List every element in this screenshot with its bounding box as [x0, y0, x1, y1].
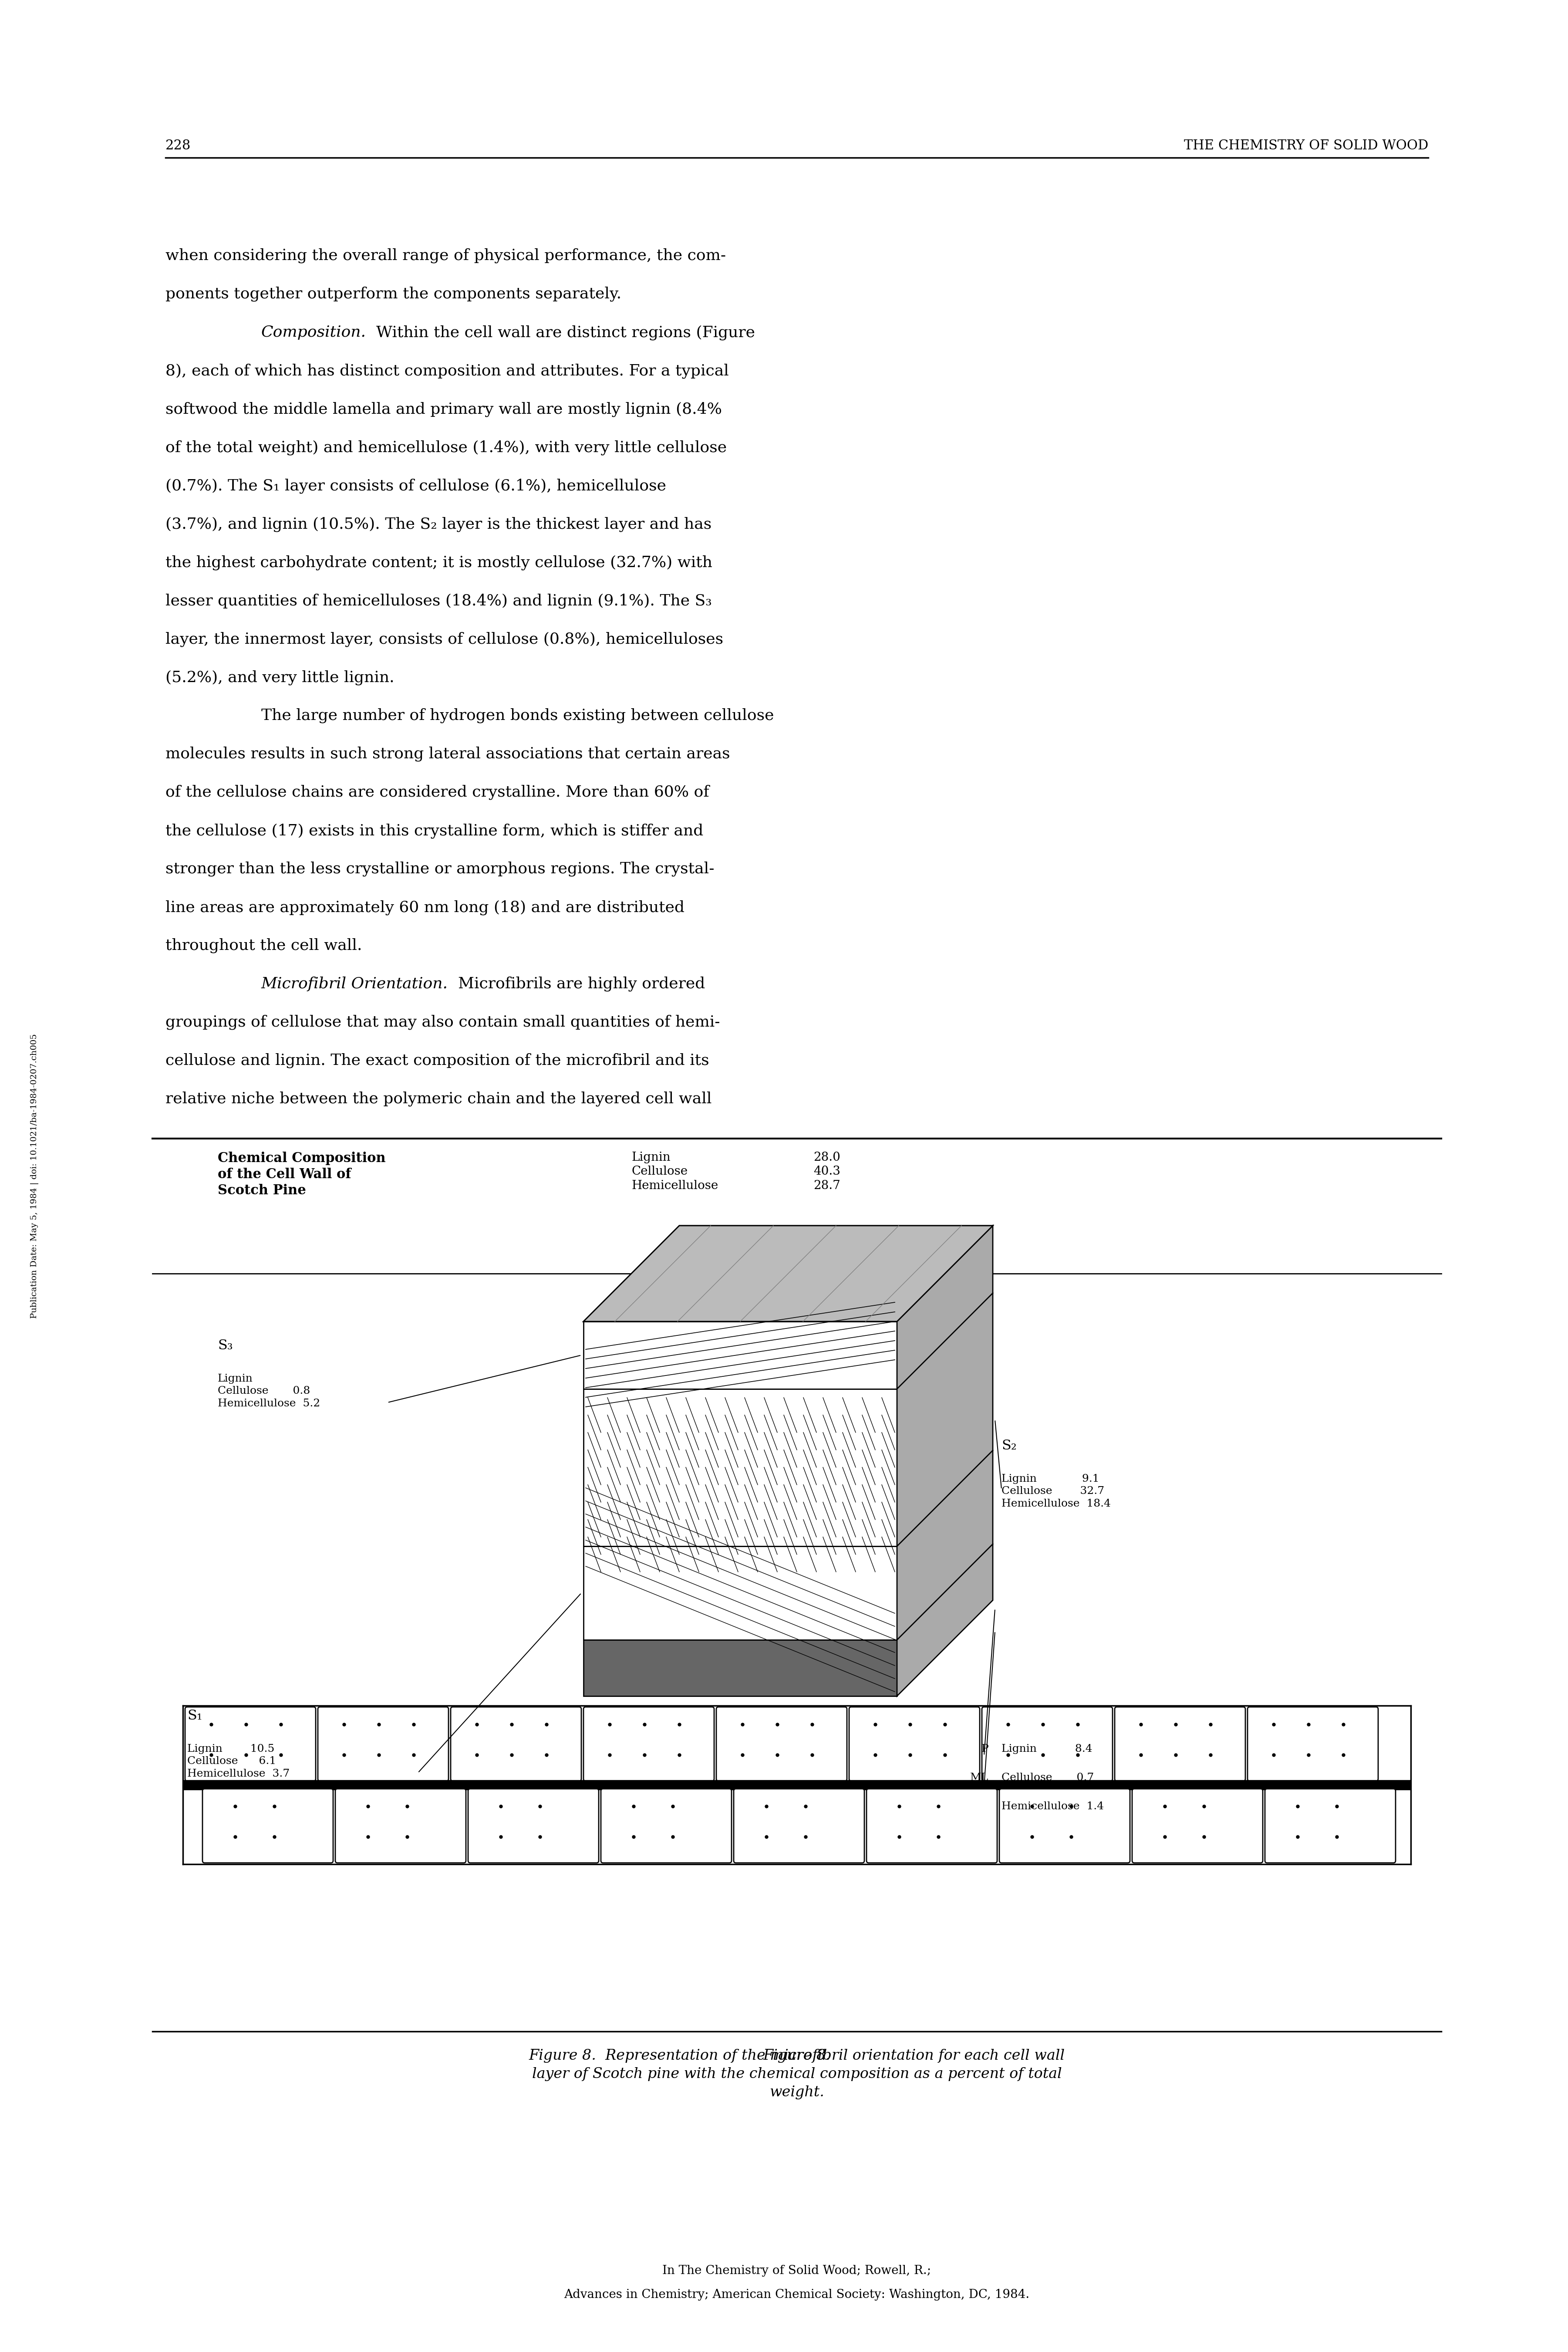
Text: Lignin
Cellulose
Hemicellulose: Lignin Cellulose Hemicellulose [632, 1152, 718, 1192]
Text: Advances in Chemistry; American Chemical Society: Washington, DC, 1984.: Advances in Chemistry; American Chemical… [564, 2288, 1030, 2300]
Polygon shape [897, 1225, 993, 1696]
Text: relative niche between the polymeric chain and the layered cell wall: relative niche between the polymeric cha… [166, 1091, 712, 1105]
Text: Hemicellulose  1.4: Hemicellulose 1.4 [1002, 1802, 1104, 1811]
Text: line areas are approximately 60 nm long (18) and are distributed: line areas are approximately 60 nm long … [166, 901, 685, 915]
FancyBboxPatch shape [982, 1708, 1113, 1780]
FancyBboxPatch shape [1248, 1708, 1378, 1780]
Text: Cellulose       0.7: Cellulose 0.7 [1002, 1773, 1094, 1783]
Text: In The Chemistry of Solid Wood; Rowell, R.;: In The Chemistry of Solid Wood; Rowell, … [663, 2265, 931, 2277]
Text: (5.2%), and very little lignin.: (5.2%), and very little lignin. [166, 670, 394, 684]
Text: P: P [982, 1743, 988, 1755]
Text: stronger than the less crystalline or amorphous regions. The crystal-: stronger than the less crystalline or am… [166, 861, 715, 877]
Text: Lignin
Cellulose       0.8
Hemicellulose  5.2: Lignin Cellulose 0.8 Hemicellulose 5.2 [218, 1374, 320, 1409]
Text: cellulose and lignin. The exact composition of the microfibril and its: cellulose and lignin. The exact composit… [166, 1054, 709, 1068]
FancyBboxPatch shape [850, 1708, 980, 1780]
Text: 8), each of which has distinct composition and attributes. For a typical: 8), each of which has distinct compositi… [166, 362, 729, 379]
Text: ponents together outperform the components separately.: ponents together outperform the componen… [166, 287, 621, 301]
FancyBboxPatch shape [999, 1790, 1131, 1863]
Text: Figure 8.  Representation of the microfibril orientation for each cell wall
laye: Figure 8. Representation of the microfib… [528, 2049, 1065, 2100]
Text: S₂: S₂ [1002, 1439, 1016, 1454]
Text: Figure 8.: Figure 8. [764, 2049, 831, 2063]
Text: 28.0
40.3
28.7: 28.0 40.3 28.7 [814, 1152, 840, 1192]
Text: lesser quantities of hemicelluloses (18.4%) and lignin (9.1%). The S₃: lesser quantities of hemicelluloses (18.… [166, 593, 712, 609]
Text: ML: ML [971, 1773, 988, 1783]
Text: Chemical Composition
of the Cell Wall of
Scotch Pine: Chemical Composition of the Cell Wall of… [218, 1152, 386, 1197]
Text: layer, the innermost layer, consists of cellulose (0.8%), hemicelluloses: layer, the innermost layer, consists of … [166, 633, 723, 647]
Text: of the total weight) and hemicellulose (1.4%), with very little cellulose: of the total weight) and hemicellulose (… [166, 440, 728, 454]
FancyBboxPatch shape [867, 1790, 997, 1863]
FancyBboxPatch shape [734, 1790, 864, 1863]
Text: S₁: S₁ [187, 1710, 202, 1722]
FancyBboxPatch shape [1115, 1708, 1245, 1780]
Polygon shape [583, 1225, 993, 1322]
Text: Publication Date: May 5, 1984 | doi: 10.1021/ba-1984-0207.ch005: Publication Date: May 5, 1984 | doi: 10.… [31, 1033, 39, 1319]
FancyBboxPatch shape [202, 1790, 332, 1863]
Polygon shape [583, 1545, 897, 1639]
FancyBboxPatch shape [583, 1708, 713, 1780]
Text: Microfibril Orientation.: Microfibril Orientation. [262, 976, 448, 990]
Polygon shape [583, 1225, 993, 1322]
Text: Lignin             9.1
Cellulose        32.7
Hemicellulose  18.4: Lignin 9.1 Cellulose 32.7 Hemicellulose … [1002, 1475, 1110, 1508]
Text: 228: 228 [166, 139, 191, 153]
Text: Within the cell wall are distinct regions (Figure: Within the cell wall are distinct region… [367, 325, 756, 341]
Text: when considering the overall range of physical performance, the com-: when considering the overall range of ph… [166, 249, 726, 263]
FancyBboxPatch shape [185, 1708, 315, 1780]
Polygon shape [583, 1639, 897, 1696]
Text: THE CHEMISTRY OF SOLID WOOD: THE CHEMISTRY OF SOLID WOOD [1184, 139, 1428, 153]
FancyBboxPatch shape [1132, 1790, 1262, 1863]
FancyBboxPatch shape [318, 1708, 448, 1780]
Text: Lignin        10.5
Cellulose      6.1
Hemicellulose  3.7: Lignin 10.5 Cellulose 6.1 Hemicellulose … [187, 1743, 290, 1778]
Text: throughout the cell wall.: throughout the cell wall. [166, 938, 362, 953]
Text: S₃: S₃ [218, 1338, 232, 1352]
FancyBboxPatch shape [450, 1708, 582, 1780]
Text: Lignin           8.4: Lignin 8.4 [1002, 1743, 1093, 1755]
Text: (0.7%). The S₁ layer consists of cellulose (6.1%), hemicellulose: (0.7%). The S₁ layer consists of cellulo… [166, 477, 666, 494]
Text: groupings of cellulose that may also contain small quantities of hemi-: groupings of cellulose that may also con… [166, 1014, 720, 1030]
Text: (3.7%), and lignin (10.5%). The S₂ layer is the thickest layer and has: (3.7%), and lignin (10.5%). The S₂ layer… [166, 517, 712, 532]
Text: Microfibrils are highly ordered: Microfibrils are highly ordered [448, 976, 706, 993]
Text: of the cellulose chains are considered crystalline. More than 60% of: of the cellulose chains are considered c… [166, 786, 709, 800]
Text: softwood the middle lamella and primary wall are mostly lignin (8.4%: softwood the middle lamella and primary … [166, 402, 721, 416]
Text: the cellulose (17) exists in this crystalline form, which is stiffer and: the cellulose (17) exists in this crysta… [166, 823, 704, 837]
Text: The large number of hydrogen bonds existing between cellulose: The large number of hydrogen bonds exist… [262, 708, 775, 724]
Text: molecules results in such strong lateral associations that certain areas: molecules results in such strong lateral… [166, 746, 731, 762]
FancyBboxPatch shape [469, 1790, 599, 1863]
Polygon shape [583, 1322, 897, 1390]
FancyBboxPatch shape [336, 1790, 466, 1863]
FancyBboxPatch shape [1265, 1790, 1396, 1863]
FancyBboxPatch shape [717, 1708, 847, 1780]
Text: Composition.: Composition. [262, 325, 367, 339]
FancyBboxPatch shape [601, 1790, 732, 1863]
Polygon shape [583, 1390, 897, 1545]
Text: the highest carbohydrate content; it is mostly cellulose (32.7%) with: the highest carbohydrate content; it is … [166, 555, 712, 569]
